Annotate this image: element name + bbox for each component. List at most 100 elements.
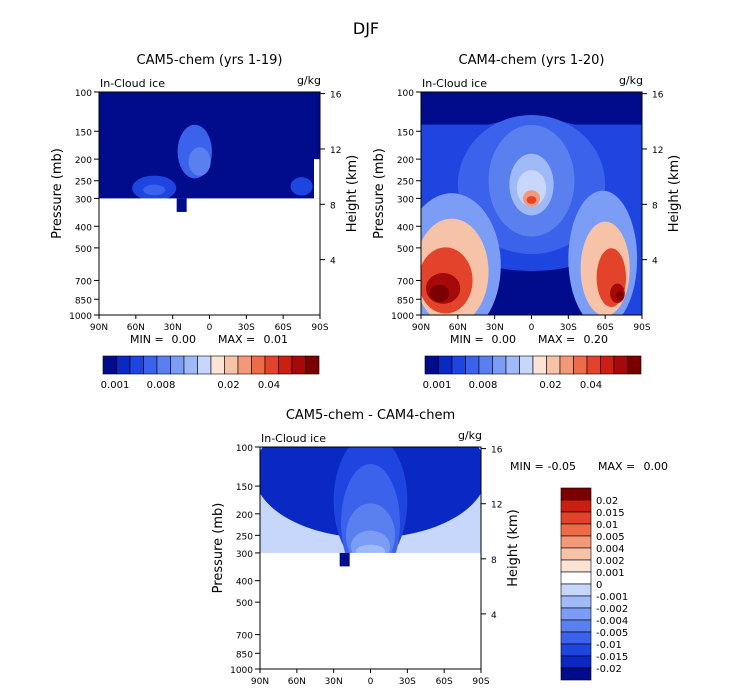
colorbar-cell: [505, 355, 520, 375]
colorbar-cell: [560, 607, 592, 621]
pressure-tick-label: 150: [236, 483, 253, 493]
field-label: In-Cloud ice: [422, 77, 487, 90]
lat-tick-label: 90N: [412, 323, 430, 333]
colorbar-label: 0.004: [596, 544, 625, 555]
colorbar-cell: [560, 499, 592, 513]
colorbar-cell: [573, 355, 588, 375]
pressure-tick-label: 1000: [391, 312, 414, 322]
pressure-tick-label: 400: [75, 223, 92, 233]
colorbar-label: 0.01: [596, 520, 618, 531]
lat-tick-label: 90N: [251, 677, 269, 687]
colorbar-label: 0.001: [101, 380, 130, 391]
pressure-tick-label: 700: [236, 632, 253, 642]
colorbar-cell: [560, 667, 592, 681]
colorbar-cell: [613, 355, 628, 375]
lat-tick-label: 30N: [325, 677, 343, 687]
panel-cam5-chem: CAM5-chem (yrs 1-19) In-Cloud ice g/kg 100 1…: [50, 53, 360, 346]
colorbar-label: -0.015: [596, 652, 628, 663]
colorbar-cell: [560, 571, 592, 585]
lat-tick-label: 30S: [399, 677, 416, 687]
contour-field: [99, 92, 320, 315]
colorbar-cell: [465, 355, 480, 375]
pressure-tick-label: 100: [397, 89, 414, 99]
min-label: MIN =: [450, 333, 484, 346]
lat-tick-label: 90N: [90, 323, 108, 333]
colorbar-label: 0.015: [596, 508, 625, 519]
colorbar-cell: [438, 355, 453, 375]
colorbar-cell: [586, 355, 601, 375]
pressure-tick-label: 700: [397, 277, 414, 287]
colorbar-cell: [492, 355, 507, 375]
pressure-tick-label: 700: [75, 277, 92, 287]
pressure-tick-label: 850: [397, 296, 414, 306]
contour-16: [616, 291, 624, 301]
colorbar-label: 0.008: [147, 380, 176, 391]
height-tick-label: 16: [491, 446, 503, 456]
pressure-tick-label: 500: [397, 245, 414, 255]
panel-cam4-chem: CAM4-chem (yrs 1-20) In-Cloud ice g/kg 100 1…: [372, 53, 682, 346]
units-label: g/kg: [619, 74, 643, 87]
pressure-tick-label: 200: [75, 156, 92, 166]
lat-tick-label: 0: [368, 677, 374, 687]
field-label: In-Cloud ice: [261, 432, 326, 445]
lat-tick-label: 0: [207, 323, 213, 333]
lat-tick-label: 60N: [127, 323, 145, 333]
colorbar-label: 0.002: [596, 556, 625, 567]
y-axis-right-title: Height (km): [345, 155, 360, 232]
colorbar-cell: [627, 355, 642, 375]
pressure-tick-label: 150: [397, 128, 414, 138]
field-label: In-Cloud ice: [100, 77, 165, 90]
below-level-mask: [99, 198, 320, 315]
lat-tick-label: 90S: [311, 323, 328, 333]
pressure-tick-label: 850: [75, 296, 92, 306]
colorbar-cell: [305, 355, 320, 375]
pressure-tick-label: 500: [236, 599, 253, 609]
lat-tick-label: 60S: [436, 677, 453, 687]
colorbar-label: -0.02: [596, 664, 622, 675]
colorbar-cell: [451, 355, 466, 375]
colorbar-label: 0.02: [217, 380, 239, 391]
colorbar-label: -0.002: [596, 604, 628, 615]
colorbar-cell: [251, 355, 266, 375]
colorbar-cell: [600, 355, 615, 375]
height-tick-label: 12: [652, 146, 663, 156]
colorbar-cell: [519, 355, 534, 375]
height-tick-label: 8: [330, 201, 336, 211]
y-axis-right-title: Height (km): [506, 509, 521, 586]
colorbar-label: -0.005: [596, 628, 628, 639]
colorbar-label: 0.02: [596, 496, 618, 507]
min-label: MIN =: [130, 333, 164, 346]
lat-tick-label: 60S: [597, 323, 614, 333]
colorbar-cell: [170, 355, 185, 375]
panel-title: CAM4-chem (yrs 1-20): [459, 53, 605, 68]
y-axis-title: Pressure (mb): [50, 148, 65, 239]
colorbar-cell: [560, 523, 592, 537]
colorbar-cell: [560, 511, 592, 525]
y-axis-title: Pressure (mb): [372, 148, 387, 239]
colorbar-cell: [560, 547, 592, 561]
max-label: MAX =: [538, 333, 575, 346]
pressure-tick-label: 1000: [230, 666, 253, 676]
height-tick-label: 16: [330, 91, 342, 101]
colorbar-cell: [197, 355, 212, 375]
contour-field: [421, 92, 642, 315]
pressure-tick-label: 500: [75, 245, 92, 255]
figure-title: DJF: [353, 19, 379, 38]
lat-tick-label: 30S: [238, 323, 255, 333]
lat-tick-label: 0: [529, 323, 535, 333]
max-label: MAX =: [218, 333, 255, 346]
pressure-tick-label: 100: [75, 89, 92, 99]
max-value: 0.01: [264, 333, 289, 346]
lat-tick-label: 60N: [449, 323, 467, 333]
height-tick-label: 4: [330, 257, 336, 267]
colorbar-cell: [143, 355, 158, 375]
colorbar-cell: [237, 355, 252, 375]
units-label: g/kg: [458, 429, 482, 442]
lat-tick-label: 60N: [288, 677, 306, 687]
height-tick-label: 12: [330, 146, 341, 156]
units-label: g/kg: [297, 74, 321, 87]
colorbar-cell: [478, 355, 493, 375]
min-value: -0.05: [548, 460, 576, 473]
colorbar-label: -0.01: [596, 640, 622, 651]
edge-mask: [314, 159, 320, 199]
